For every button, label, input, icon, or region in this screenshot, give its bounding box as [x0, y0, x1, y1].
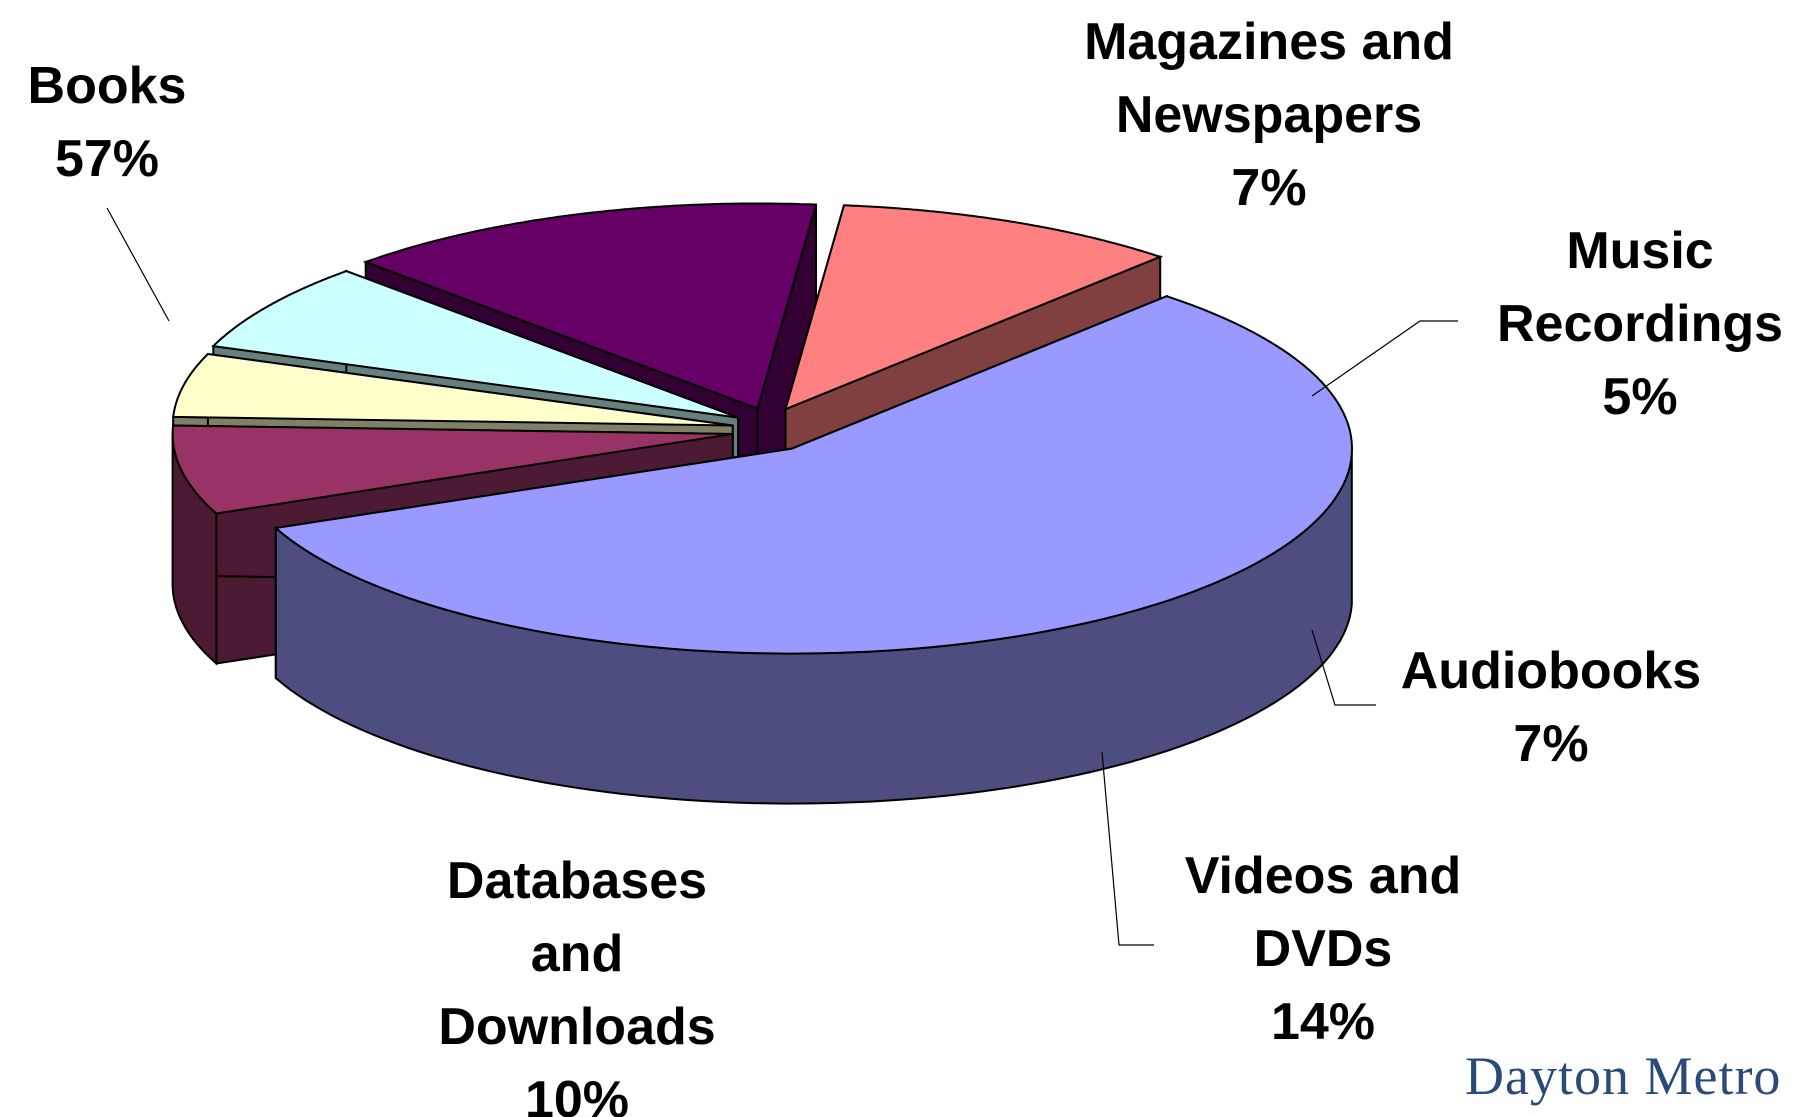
value-label: 57%: [54, 130, 160, 188]
value-label: 7%: [1513, 715, 1589, 773]
slice-top: [171, 424, 733, 515]
slice-top: [783, 204, 1164, 411]
data-label: Music Recordings 5%: [1468, 215, 1813, 434]
leader-line: [1101, 751, 1154, 946]
data-label: Books 57%: [0, 50, 257, 196]
slice: [273, 294, 1354, 805]
slice-top: [211, 270, 739, 419]
value-label: 10%: [524, 1071, 630, 1117]
category-label: Audiobooks: [1400, 642, 1702, 700]
leader-lines: [106, 207, 1458, 946]
value-label: 14%: [1270, 993, 1376, 1051]
data-label: Audiobooks 7%: [1351, 635, 1751, 781]
value-label: 7%: [1231, 159, 1307, 217]
leader-line: [1311, 320, 1458, 397]
slice-top: [362, 202, 818, 410]
logo: Dayton Metro: [1465, 1046, 1782, 1106]
category-label: Databases and Downloads: [438, 852, 716, 1056]
data-label: Videos and DVDs 14%: [1158, 840, 1488, 1059]
leader-line: [106, 207, 170, 322]
slice-top: [273, 295, 1354, 655]
category-label: Magazines and Newspapers: [1084, 13, 1454, 144]
category-label: Videos and DVDs: [1184, 847, 1462, 978]
slice-top: [171, 352, 733, 427]
value-label: 5%: [1602, 368, 1678, 426]
data-label: Databases and Downloads 10%: [412, 845, 742, 1117]
leader-line: [1311, 629, 1376, 706]
category-label: Music Recordings: [1496, 222, 1784, 353]
category-label: Books: [27, 57, 187, 115]
data-label: Magazines and Newspapers 7%: [1079, 6, 1459, 225]
pie: [171, 202, 1354, 805]
